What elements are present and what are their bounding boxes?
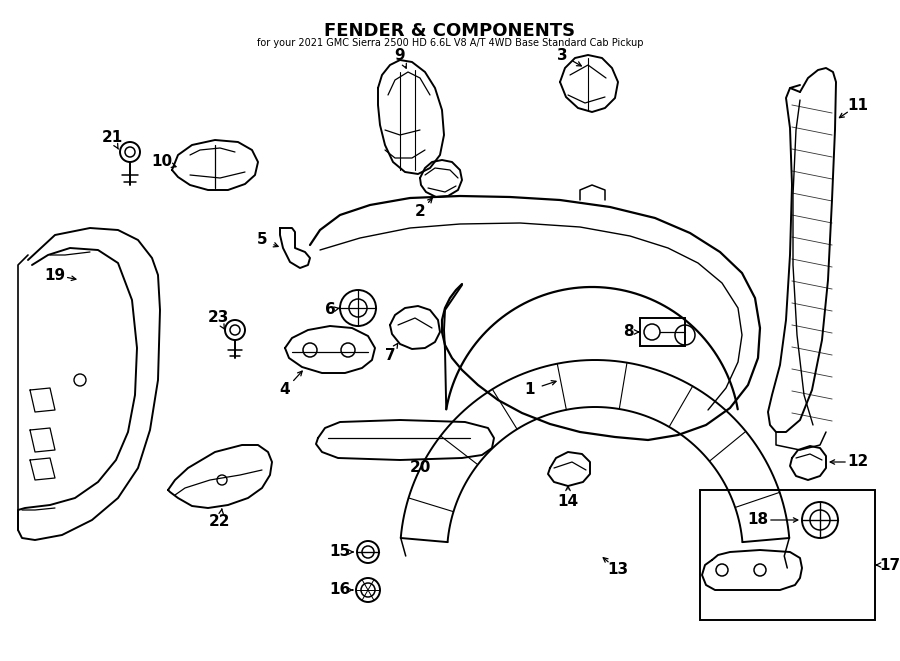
Text: FENDER & COMPONENTS: FENDER & COMPONENTS bbox=[324, 22, 576, 40]
Text: 6: 6 bbox=[325, 303, 336, 317]
Text: 2: 2 bbox=[415, 204, 426, 219]
Text: 19: 19 bbox=[44, 268, 66, 282]
Text: 11: 11 bbox=[848, 98, 868, 112]
Text: 16: 16 bbox=[329, 582, 351, 598]
Bar bbox=[640, 318, 685, 346]
Text: 7: 7 bbox=[384, 348, 395, 362]
Text: 15: 15 bbox=[329, 545, 351, 559]
Text: 18: 18 bbox=[747, 512, 769, 527]
Text: 22: 22 bbox=[209, 514, 230, 529]
Text: for your 2021 GMC Sierra 2500 HD 6.6L V8 A/T 4WD Base Standard Cab Pickup: for your 2021 GMC Sierra 2500 HD 6.6L V8… bbox=[256, 38, 644, 48]
Text: 10: 10 bbox=[151, 155, 173, 169]
Text: 1: 1 bbox=[525, 383, 535, 397]
Text: 17: 17 bbox=[879, 557, 900, 572]
Text: 21: 21 bbox=[102, 130, 122, 145]
Text: 23: 23 bbox=[207, 311, 229, 325]
Text: 3: 3 bbox=[557, 48, 567, 63]
Text: 14: 14 bbox=[557, 494, 579, 510]
Text: 9: 9 bbox=[395, 48, 405, 63]
Text: 12: 12 bbox=[848, 455, 868, 469]
Bar bbox=[700, 490, 875, 620]
Text: 4: 4 bbox=[280, 383, 291, 397]
Text: 5: 5 bbox=[256, 233, 267, 247]
Text: 20: 20 bbox=[410, 461, 431, 475]
Text: 8: 8 bbox=[623, 325, 634, 340]
Text: 13: 13 bbox=[608, 563, 628, 578]
